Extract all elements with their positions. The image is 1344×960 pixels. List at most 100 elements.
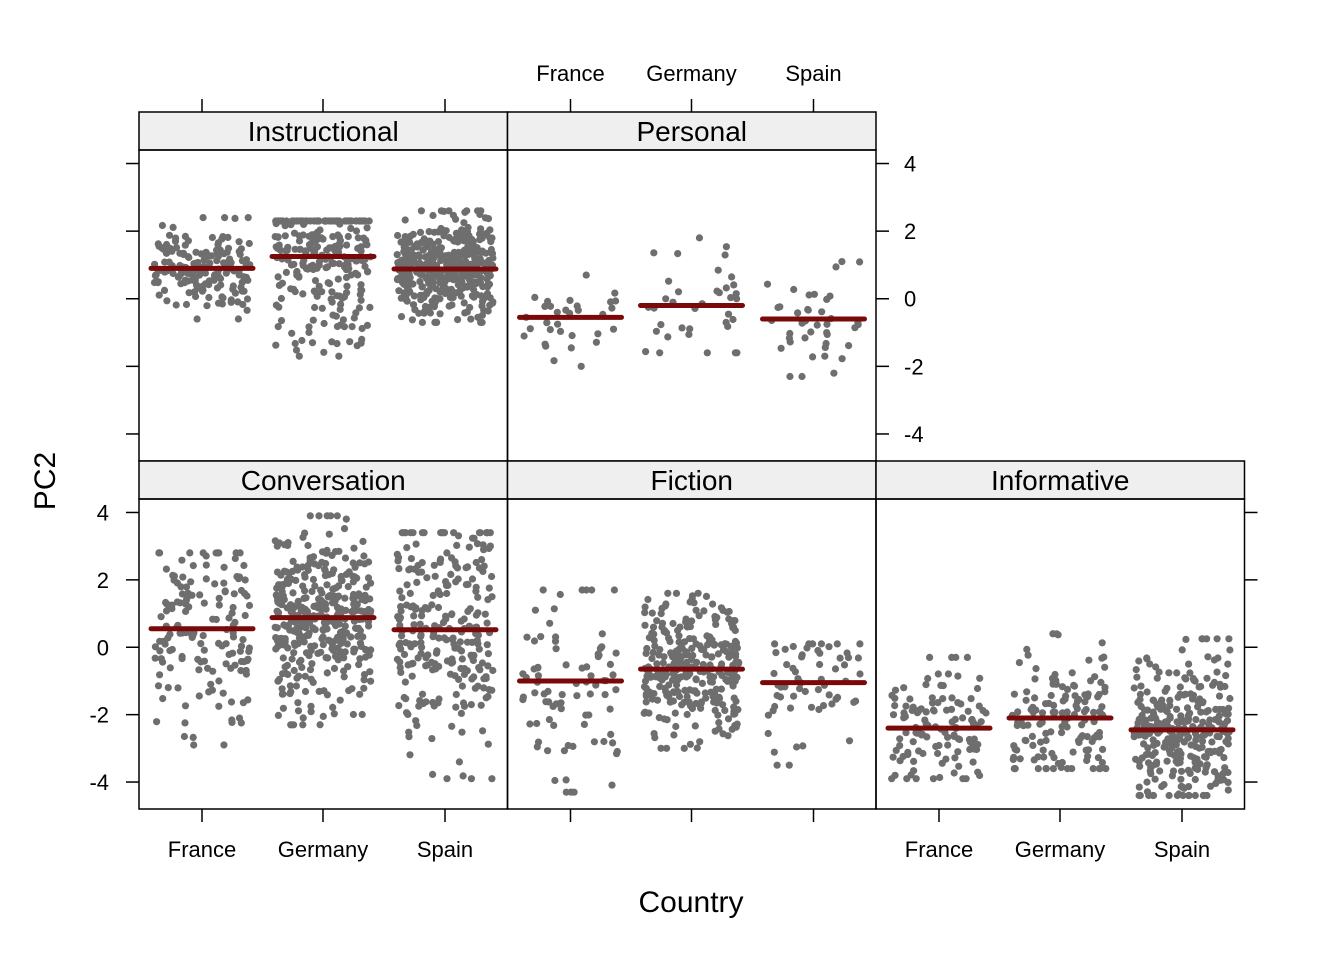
data-point — [891, 771, 899, 779]
data-point — [189, 562, 197, 570]
data-point — [414, 654, 422, 662]
data-point — [912, 775, 920, 783]
data-point — [308, 231, 316, 239]
data-point — [212, 615, 220, 624]
data-point — [300, 622, 308, 631]
data-point — [1016, 755, 1024, 763]
data-point — [1038, 709, 1047, 717]
data-point — [179, 573, 187, 581]
data-point — [1085, 656, 1093, 664]
data-point — [962, 775, 970, 783]
data-point — [318, 558, 326, 566]
data-point — [236, 647, 244, 655]
data-point — [537, 633, 545, 641]
data-point — [320, 319, 328, 328]
data-point — [292, 682, 300, 690]
data-point — [405, 728, 413, 736]
data-point — [272, 645, 280, 653]
data-point — [178, 556, 186, 564]
data-point — [457, 709, 465, 718]
data-point — [830, 369, 838, 377]
data-point — [229, 603, 237, 612]
data-point — [892, 746, 900, 755]
data-point — [484, 307, 492, 315]
data-point — [817, 640, 826, 648]
data-point — [1219, 769, 1227, 778]
data-point — [474, 593, 482, 601]
data-point — [403, 283, 411, 291]
data-point — [832, 263, 840, 271]
data-point — [1168, 744, 1176, 752]
data-point — [325, 530, 333, 538]
data-point — [431, 572, 439, 580]
data-point — [355, 304, 363, 312]
strip-label-instructional: Instructional — [248, 116, 399, 147]
data-point — [1216, 705, 1224, 714]
data-point — [242, 273, 250, 281]
data-point — [796, 685, 804, 693]
data-point — [729, 624, 737, 632]
data-point — [278, 641, 286, 649]
data-point — [220, 563, 228, 571]
data-point — [934, 749, 942, 758]
data-point — [902, 729, 910, 737]
data-point — [311, 277, 320, 285]
data-point — [478, 556, 486, 564]
data-point — [166, 664, 174, 672]
data-point — [977, 718, 985, 726]
data-point — [1059, 697, 1067, 705]
data-point — [556, 590, 564, 599]
data-point — [335, 352, 343, 360]
data-point — [176, 629, 184, 637]
data-point — [458, 728, 466, 736]
data-point — [308, 339, 317, 347]
data-point — [221, 214, 229, 222]
data-point — [449, 260, 457, 269]
data-point — [431, 270, 439, 279]
data-point — [959, 714, 967, 722]
data-point — [973, 684, 982, 693]
data-point — [424, 651, 432, 659]
data-point — [277, 317, 286, 325]
data-point — [239, 300, 247, 309]
data-point — [393, 251, 401, 259]
data-point — [234, 315, 242, 323]
data-point — [350, 600, 358, 608]
data-point — [1200, 791, 1208, 800]
data-point — [343, 640, 351, 648]
data-point — [466, 260, 474, 268]
data-point — [484, 215, 493, 223]
data-point — [398, 529, 406, 537]
data-point — [450, 529, 458, 537]
data-point — [219, 689, 227, 697]
data-point — [445, 233, 453, 242]
points-layer — [150, 207, 1234, 800]
data-point — [732, 639, 741, 647]
data-point — [1156, 767, 1164, 775]
data-point — [1094, 754, 1102, 762]
data-point — [332, 584, 340, 592]
strip-conversation — [138, 460, 509, 500]
data-point — [193, 315, 201, 323]
data-point — [1220, 754, 1228, 762]
data-point — [642, 348, 650, 356]
data-point — [1135, 783, 1143, 791]
data-point — [477, 225, 485, 233]
data-point — [182, 583, 191, 591]
data-point — [488, 686, 496, 694]
data-point — [311, 626, 319, 634]
data-point — [403, 288, 411, 296]
data-point — [719, 701, 727, 709]
data-point — [366, 303, 374, 311]
data-point — [1037, 738, 1045, 746]
data-point — [176, 249, 184, 257]
data-point — [1197, 682, 1205, 691]
data-point — [543, 319, 551, 327]
data-point — [340, 654, 348, 662]
data-point — [153, 718, 161, 726]
data-point — [178, 655, 186, 663]
data-point — [665, 693, 673, 701]
data-point — [550, 357, 558, 365]
data-point — [856, 258, 864, 266]
data-point — [648, 673, 656, 681]
